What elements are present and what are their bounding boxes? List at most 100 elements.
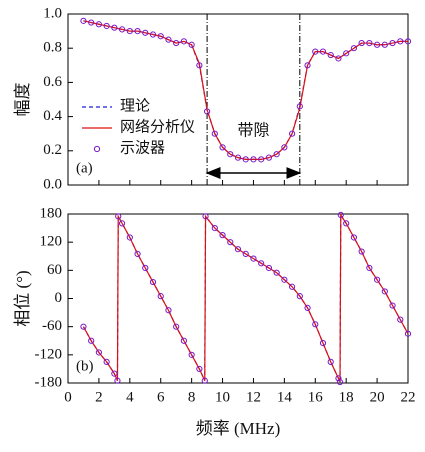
data-point [350, 234, 358, 241]
y-tick-label: 120 [40, 234, 63, 250]
data-point [242, 156, 249, 163]
data-point [373, 41, 381, 48]
data-point [219, 144, 226, 151]
data-point [358, 248, 365, 255]
data-point [242, 250, 249, 258]
data-point [404, 38, 412, 45]
data-point [312, 321, 319, 328]
data-point [250, 255, 257, 262]
data-point [288, 283, 296, 290]
legend-label: 网络分析仪 [120, 118, 195, 135]
data-point [265, 264, 273, 272]
series-line [83, 20, 408, 160]
data-point [389, 302, 396, 309]
y-tick-label: 1.0 [43, 5, 62, 21]
y-tick-label: -60 [42, 318, 62, 334]
data-point [366, 264, 373, 272]
data-point [234, 154, 242, 161]
data-point [273, 269, 280, 276]
data-point [373, 276, 381, 283]
data-point [173, 323, 180, 330]
data-point [389, 39, 396, 47]
y-tick-label: 180 [40, 205, 63, 221]
plot-frame [67, 13, 409, 186]
data-point [80, 17, 87, 24]
data-point [227, 239, 234, 246]
y-axis-label: 幅度 [13, 83, 32, 117]
data-point [211, 130, 218, 137]
y-tick-label: 0.4 [43, 108, 62, 124]
data-point [180, 38, 188, 45]
data-point [201, 377, 208, 384]
x-tick-label: 10 [215, 389, 230, 405]
data-point [397, 38, 404, 45]
data-point [103, 22, 110, 30]
x-tick-label: 22 [401, 389, 416, 405]
data-point [134, 250, 141, 258]
data-point [202, 213, 209, 220]
data-point [258, 156, 265, 163]
data-point [114, 377, 121, 384]
data-point [227, 151, 234, 158]
y-tick-label: 0.6 [43, 74, 62, 90]
data-point [327, 358, 334, 365]
y-tick-label: 0.2 [43, 142, 62, 158]
data-point [118, 220, 126, 227]
data-point [95, 21, 103, 28]
data-point [88, 337, 95, 344]
data-point [358, 39, 365, 47]
data-point [304, 62, 311, 69]
y-tick-label: 0 [55, 290, 63, 306]
data-point [343, 50, 350, 57]
y-tick-label: -120 [35, 346, 63, 362]
data-point [88, 19, 95, 26]
data-point [173, 39, 180, 47]
x-tick-label: 14 [277, 389, 293, 405]
data-point [312, 48, 319, 55]
data-point [196, 62, 203, 69]
data-point [319, 48, 327, 55]
x-tick-label: 12 [246, 389, 261, 405]
data-point [343, 220, 350, 227]
data-point [149, 31, 157, 38]
data-point [337, 211, 344, 219]
data-point [180, 337, 188, 344]
data-point [335, 55, 342, 62]
data-point [211, 224, 218, 232]
x-tick-label: 4 [126, 389, 134, 405]
x-axis-label: 频率 (MHz) [196, 419, 281, 438]
plot-frame [67, 213, 409, 384]
data-point [296, 293, 303, 300]
data-point [126, 234, 133, 241]
data-point [381, 41, 388, 48]
y-tick-label: 60 [47, 262, 62, 278]
data-point [281, 144, 288, 151]
y-tick-label: 0.0 [43, 176, 62, 192]
data-point [115, 213, 122, 220]
data-point [281, 276, 288, 283]
series-line [82, 212, 409, 383]
data-point [80, 323, 87, 330]
data-point [142, 264, 149, 272]
series-line [82, 212, 409, 383]
x-tick-label: 2 [95, 389, 103, 405]
data-point [165, 36, 172, 43]
data-point [111, 370, 118, 377]
data-point [397, 316, 404, 323]
data-point [234, 246, 242, 253]
data-point [350, 45, 358, 52]
data-point [95, 349, 103, 356]
data-point [219, 232, 226, 239]
data-point [103, 358, 110, 365]
data-point [149, 278, 157, 286]
data-point [196, 365, 203, 373]
panel-label: (b) [76, 358, 94, 374]
data-point [319, 339, 327, 347]
legend-symbol [93, 145, 101, 153]
data-point [134, 28, 141, 35]
data-point [404, 330, 412, 337]
data-point [327, 51, 334, 59]
data-point [265, 154, 273, 161]
data-point [157, 293, 164, 300]
